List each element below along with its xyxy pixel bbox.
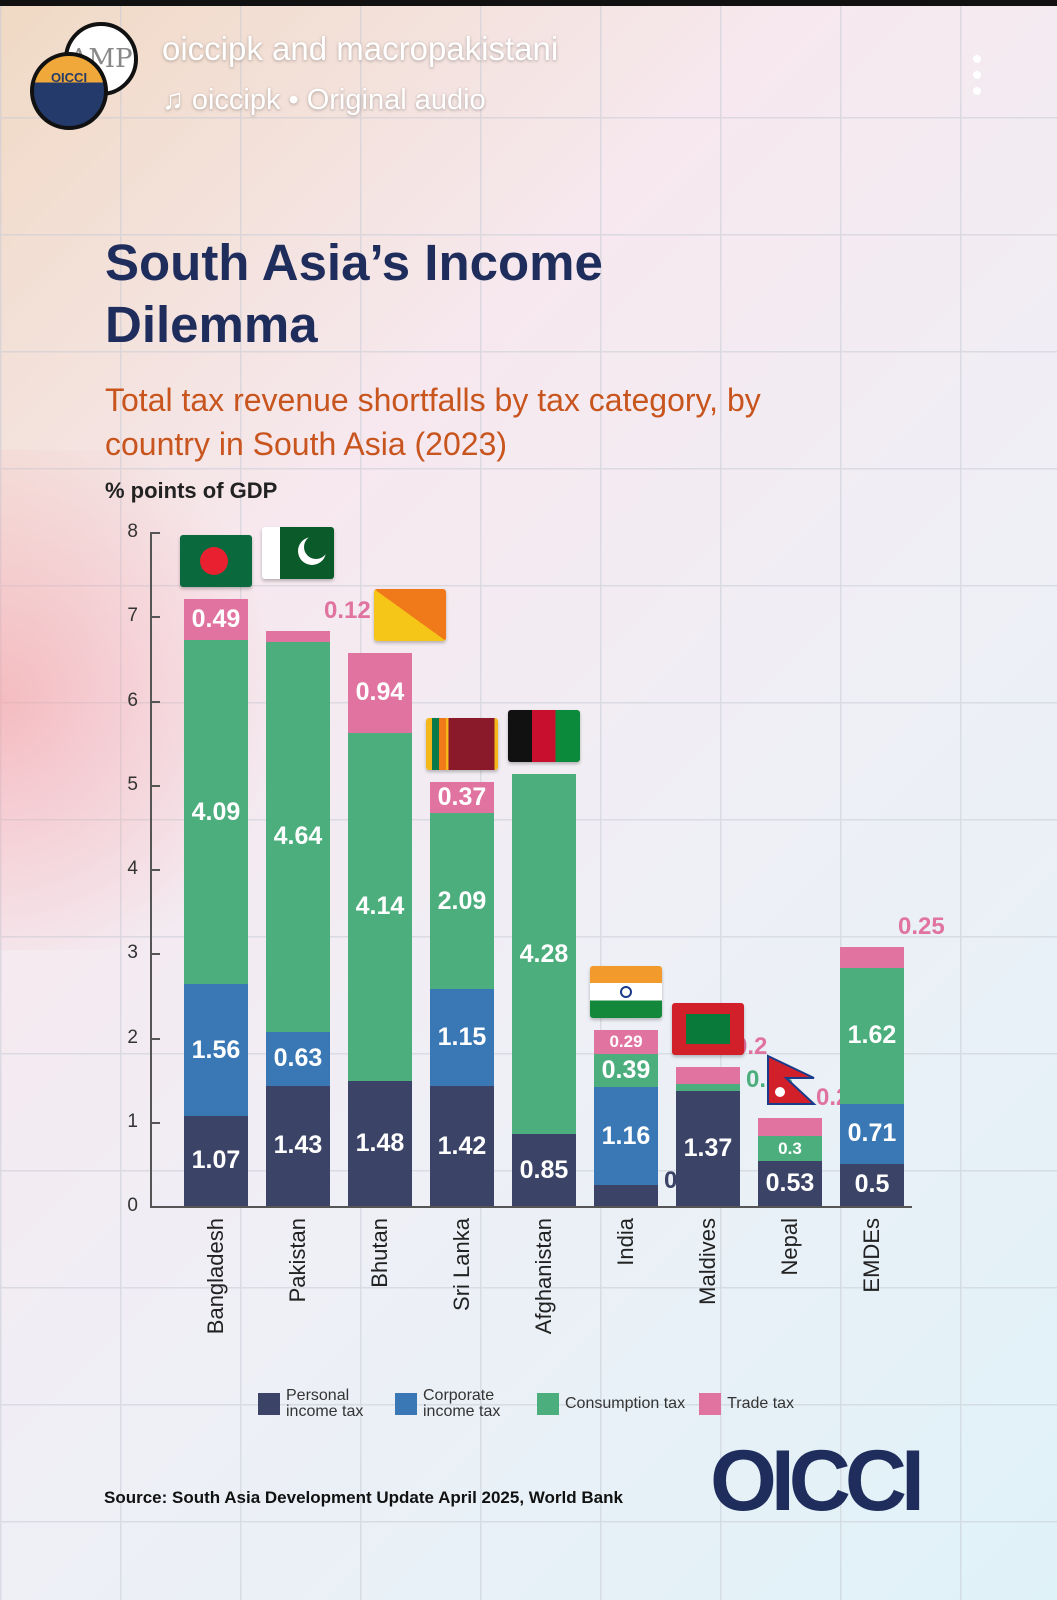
bar-segment-corporate: 1.15 — [430, 989, 494, 1087]
bar-value-label-outside: 0.25 — [898, 912, 945, 940]
bar-segment-trade: 0.29 — [594, 1029, 658, 1055]
y-tick-mark — [150, 1121, 160, 1124]
bar-segment-trade: 0.49 — [184, 598, 248, 640]
account-names[interactable]: oiccipk and macropakistani — [162, 30, 559, 67]
bangladesh-flag — [180, 534, 252, 587]
legend-item-trade: Trade tax — [699, 1393, 794, 1415]
status-bar — [0, 0, 1057, 6]
x-tick-label: Bangladesh — [203, 1218, 228, 1335]
x-tick-label: Bhutan — [367, 1218, 392, 1288]
legend-label: Trade tax — [727, 1395, 795, 1412]
dot — [973, 55, 981, 63]
bar-segment-consumption: 4.64 — [266, 641, 330, 1033]
chart-title: South Asia’s Income Dilemma — [105, 234, 603, 353]
y-tick-mark — [150, 1037, 160, 1040]
x-tick-label: Sri Lanka — [449, 1218, 474, 1311]
y-tick-label: 4 — [127, 858, 138, 879]
legend-label: Corporate income tax — [423, 1387, 501, 1420]
dot — [973, 87, 981, 95]
oicci-logo: OICCI — [710, 1433, 925, 1529]
bar-segment-personal: 1.37 — [676, 1090, 740, 1206]
bar-segment-trade — [266, 631, 330, 642]
bar-value-label-outside: 0.12 — [324, 597, 371, 625]
bar-segment-personal: 0.85 — [512, 1134, 576, 1206]
y-tick-label: 5 — [127, 773, 138, 795]
bar-segment-personal: 0.53 — [758, 1161, 822, 1206]
bar-segment-consumption: 0.39 — [594, 1054, 658, 1088]
legend-swatch — [258, 1393, 280, 1415]
bar-segment-trade: 0.94 — [348, 653, 412, 733]
bar-segment-personal: 1.07 — [184, 1115, 248, 1206]
bar-segment-personal: 1.43 — [266, 1085, 330, 1206]
avatar-oiccipk[interactable]: OICCI — [30, 52, 108, 130]
legend-item-corporate: Corporate income tax — [395, 1388, 523, 1420]
legend-swatch — [699, 1393, 722, 1415]
x-tick-label: Pakistan — [285, 1218, 310, 1303]
bar-segment-personal: 1.48 — [348, 1081, 412, 1206]
bar-segment-corporate: 1.16 — [594, 1087, 658, 1185]
nepal-flag — [754, 1053, 826, 1106]
y-tick-label: 6 — [127, 689, 138, 711]
y-tick-label: 1 — [127, 1110, 138, 1132]
y-tick-label: 7 — [127, 605, 138, 627]
bar-segment-corporate: 0.71 — [840, 1104, 904, 1164]
x-tick-label: Nepal — [777, 1218, 802, 1276]
bar-segment-corporate: 1.56 — [184, 984, 248, 1116]
audio-label: oiccipk • Original audio — [191, 84, 486, 116]
y-tick-mark — [150, 784, 160, 787]
y-tick-mark — [150, 532, 160, 534]
x-axis-line — [150, 1206, 912, 1208]
y-tick-mark — [150, 1206, 160, 1208]
bar-segment-consumption: 1.62 — [840, 967, 904, 1105]
bar-segment-consumption: 4.28 — [512, 773, 576, 1135]
legend-swatch — [537, 1393, 559, 1415]
bar-segment-personal — [594, 1184, 658, 1206]
legend-item-consumption: Consumption tax — [537, 1393, 685, 1415]
india-flag — [590, 965, 662, 1018]
y-tick-label: 3 — [127, 942, 138, 964]
bar-segment-consumption: 4.09 — [184, 639, 248, 985]
legend-label: Personal income tax — [286, 1387, 364, 1420]
legend: Personal income tax Corporate income tax… — [258, 1388, 858, 1420]
bar-segment-consumption — [676, 1083, 740, 1091]
legend-label: Consumption tax — [565, 1395, 686, 1412]
avatar-text: OICCI — [50, 70, 88, 85]
bar-segment-corporate: 0.63 — [266, 1032, 330, 1086]
bar-segment-trade — [840, 946, 904, 968]
x-tick-label: Afghanistan — [531, 1218, 556, 1335]
chart-subtitle: Total tax revenue shortfalls by tax cate… — [105, 382, 761, 462]
bar-segment-consumption: 4.14 — [348, 732, 412, 1082]
y-tick-label: 8 — [127, 521, 138, 542]
source-note: Source: South Asia Development Update Ap… — [104, 1488, 623, 1507]
dot — [973, 71, 981, 79]
maldives-flag — [672, 1002, 744, 1055]
y-tick-mark — [150, 616, 160, 619]
y-tick-mark — [150, 869, 160, 871]
y-axis-label: % points of GDP — [105, 478, 278, 503]
bar-segment-trade — [676, 1066, 740, 1084]
bar-segment-consumption: 2.09 — [430, 813, 494, 990]
y-tick-label: 2 — [127, 1026, 138, 1048]
afghanistan-flag — [508, 709, 580, 762]
bar-segment-personal: 0.5 — [840, 1163, 904, 1206]
y-tick-mark — [150, 953, 160, 956]
x-tick-label: Maldives — [695, 1218, 720, 1305]
bar-segment-personal: 1.42 — [430, 1086, 494, 1206]
y-tick-label: 0 — [127, 1195, 138, 1216]
music-note-icon: ♫ — [162, 84, 192, 116]
legend-swatch — [395, 1393, 417, 1415]
bar-segment-trade — [758, 1117, 822, 1137]
legend-item-personal: Personal income tax — [258, 1388, 381, 1420]
more-options-button[interactable] — [970, 55, 984, 95]
y-tick-mark — [150, 700, 160, 703]
bar-segment-consumption: 0.3 — [758, 1136, 822, 1162]
pakistan-flag — [262, 527, 334, 580]
bar-segment-trade: 0.37 — [430, 782, 494, 814]
x-tick-label: India — [613, 1218, 638, 1266]
x-tick-label: EMDEs — [859, 1218, 884, 1293]
bhutan-flag — [374, 589, 446, 642]
sri-lanka-flag — [426, 718, 498, 771]
audio-link[interactable]: ♫ oiccipk • Original audio — [162, 84, 762, 117]
